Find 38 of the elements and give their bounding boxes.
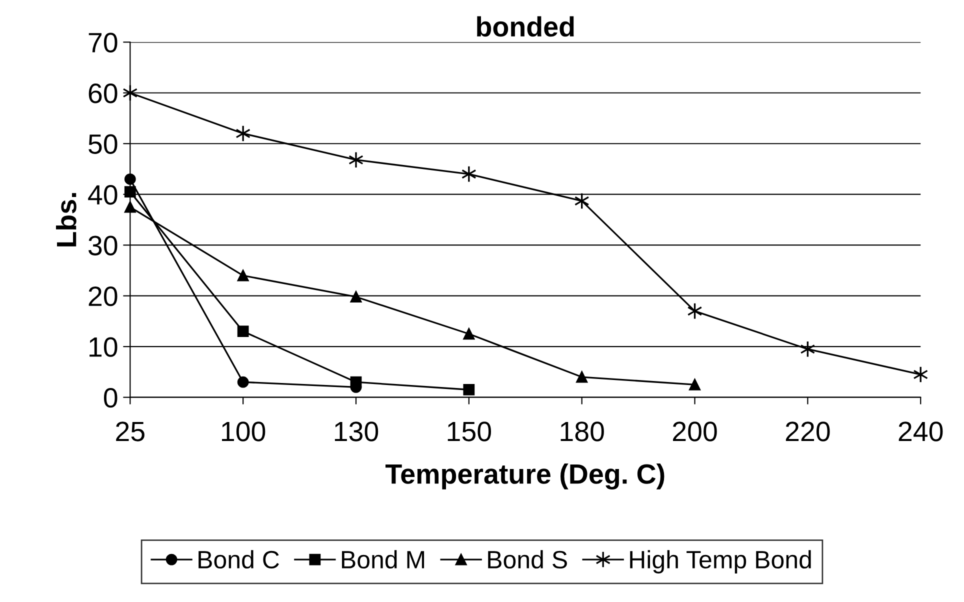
y-tick-label: 20 bbox=[88, 286, 118, 306]
y-tick-label: 50 bbox=[88, 134, 118, 154]
legend-label: Bond M bbox=[342, 550, 424, 569]
x-tick-label: 200 bbox=[672, 422, 717, 442]
chart-title: bonded bbox=[477, 16, 574, 37]
y-tick-label: 40 bbox=[88, 185, 118, 205]
point bbox=[122, 84, 138, 102]
point bbox=[236, 125, 251, 142]
x-tick-label: 240 bbox=[898, 422, 943, 442]
point bbox=[350, 376, 362, 388]
y-tick-label: 30 bbox=[88, 236, 118, 256]
y-axis-title: Lbs. bbox=[56, 193, 76, 246]
x-tick-label: 180 bbox=[560, 422, 604, 442]
x-tick-label: 150 bbox=[448, 422, 492, 442]
point bbox=[461, 166, 476, 183]
x-axis-title: Temperature (Deg. C) bbox=[385, 463, 664, 490]
legend-label: High Temp Bond bbox=[630, 550, 811, 574]
y-tick-label: 0 bbox=[104, 388, 118, 408]
point bbox=[350, 291, 362, 303]
x-tick-label: 220 bbox=[786, 422, 830, 442]
y-tick-label: 70 bbox=[88, 32, 118, 52]
point bbox=[689, 378, 700, 390]
legend-label: Bond S bbox=[488, 550, 567, 569]
point bbox=[348, 151, 364, 168]
x-tick-label: 130 bbox=[334, 422, 378, 442]
y-tick-label: 60 bbox=[88, 84, 118, 104]
point bbox=[463, 384, 475, 396]
point bbox=[237, 376, 249, 388]
legend-label: Bond C bbox=[198, 550, 279, 569]
point bbox=[124, 201, 136, 213]
y-tick-label: 10 bbox=[90, 337, 118, 357]
point bbox=[237, 326, 249, 338]
point bbox=[576, 371, 588, 383]
point bbox=[124, 173, 136, 185]
point bbox=[463, 328, 475, 340]
x-tick-label: 100 bbox=[222, 422, 266, 442]
point bbox=[237, 270, 249, 282]
x-tick-label: 25 bbox=[116, 422, 144, 442]
